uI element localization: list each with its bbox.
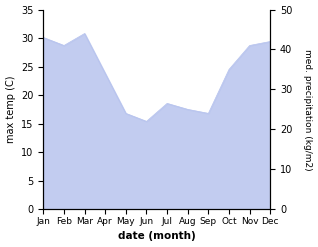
Y-axis label: med. precipitation (kg/m2): med. precipitation (kg/m2)	[303, 49, 313, 170]
Y-axis label: max temp (C): max temp (C)	[5, 76, 16, 143]
X-axis label: date (month): date (month)	[118, 231, 196, 242]
